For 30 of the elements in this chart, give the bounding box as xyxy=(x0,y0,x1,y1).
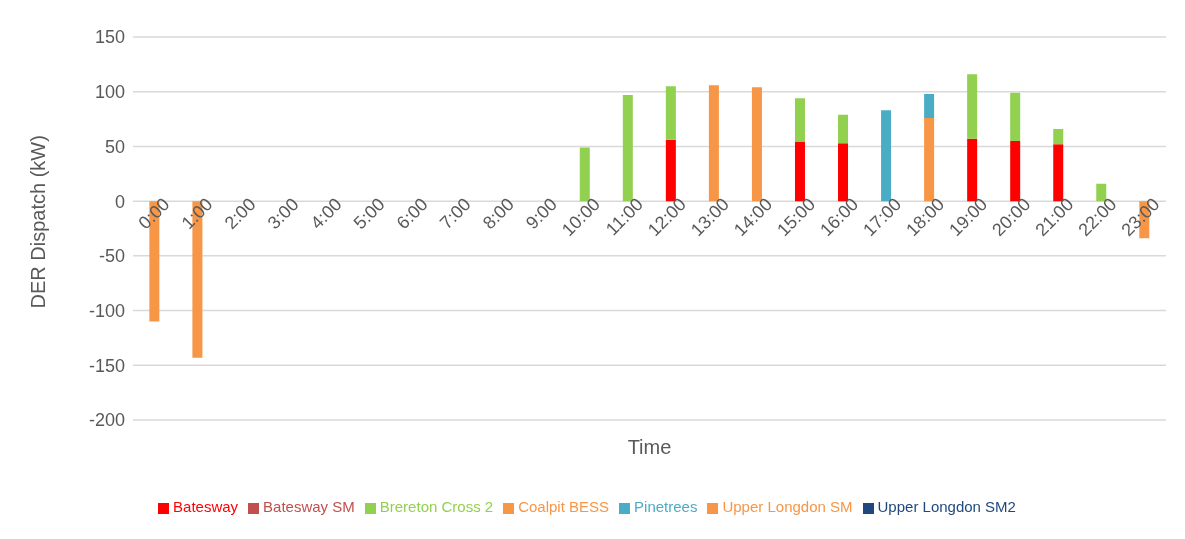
x-tick-label: 4:00 xyxy=(306,194,346,234)
y-tick-label: 0 xyxy=(114,191,125,212)
y-tick-label: -200 xyxy=(88,410,125,431)
y-tick-label: -100 xyxy=(88,300,125,321)
legend-label: Batesway xyxy=(173,498,239,515)
legend-label: Upper Longdon SM2 xyxy=(877,498,1016,515)
bar xyxy=(1053,128,1064,145)
legend-label: Pinetrees xyxy=(634,498,698,515)
y-tick-label: -50 xyxy=(98,246,125,267)
bar xyxy=(924,93,935,118)
x-tick-label: 5:00 xyxy=(349,194,389,234)
y-tick-label: 150 xyxy=(94,27,125,48)
bar xyxy=(967,74,978,139)
y-tick-label: 100 xyxy=(94,82,125,103)
bar xyxy=(1010,92,1021,141)
legend-label: Coalpit BESS xyxy=(518,498,610,515)
y-axis-title: DER Dispatch (kW) xyxy=(27,135,50,309)
x-tick-label: 0:00 xyxy=(134,194,174,234)
x-tick-label: 3:00 xyxy=(263,194,303,234)
bar xyxy=(665,86,676,140)
legend-label: Batesway SM xyxy=(263,498,355,515)
bar xyxy=(838,114,849,144)
legend-label: Upper Longdon SM xyxy=(722,498,853,515)
x-axis-title: Time xyxy=(627,436,672,459)
bar xyxy=(794,98,805,143)
x-tick-label: 7:00 xyxy=(435,194,475,234)
y-tick-label: 50 xyxy=(104,136,125,157)
x-tick-label: 6:00 xyxy=(392,194,432,234)
legend-label: Brereton Cross 2 xyxy=(379,498,494,515)
y-tick-label: -150 xyxy=(88,355,125,376)
